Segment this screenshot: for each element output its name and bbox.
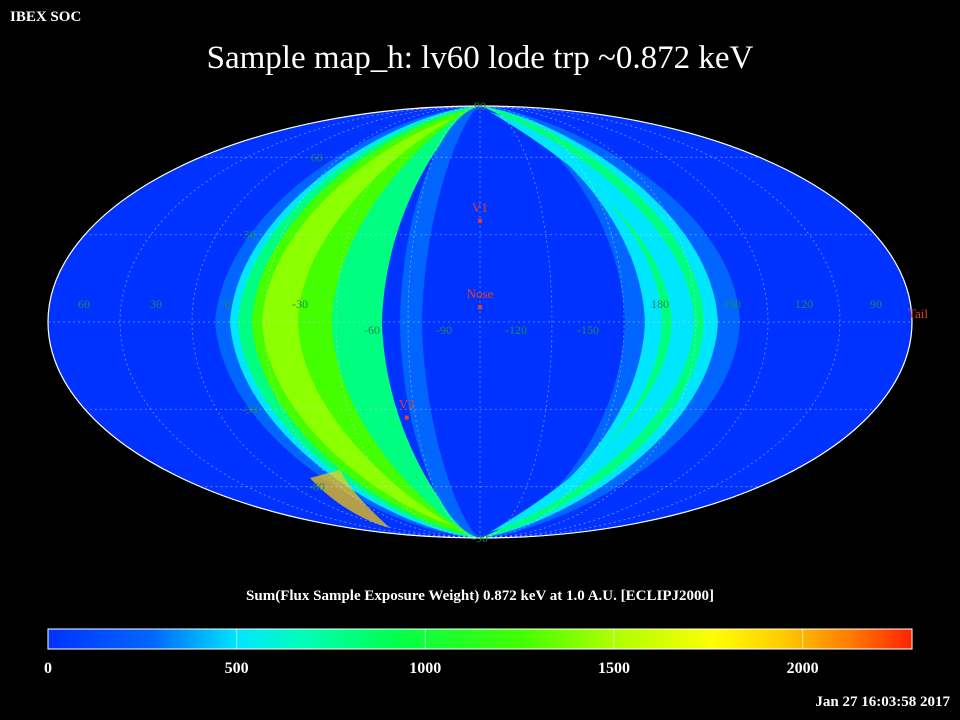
marker-dot — [478, 218, 482, 223]
longitude-label: -90 — [436, 323, 452, 337]
colorbar-tick-label: 1000 — [409, 660, 442, 677]
marker-label: Nose — [467, 286, 494, 301]
map-title: Sample map_h: lv60 lode trp ~0.872 keV — [206, 40, 754, 76]
latitude-label: -60 — [309, 480, 325, 494]
marker-dot — [478, 305, 482, 310]
meridian-line — [191, 105, 481, 539]
meridian-line — [479, 105, 841, 539]
latitude-label: -90 — [472, 531, 488, 545]
org-label: IBEX SOC — [10, 9, 82, 25]
latitude-labels: 90 60 30 -30 -60 -90 — [242, 99, 489, 545]
colorbar-title: Sum(Flux Sample Exposure Weight) 0.872 k… — [246, 588, 714, 604]
colorbar-tick-label: 0 — [44, 660, 52, 677]
longitude-label: 150 — [723, 297, 741, 311]
longitude-label: 180 — [651, 297, 669, 311]
markers: V1 Nose V2 Tail — [399, 200, 928, 420]
colorbar-ticks — [47, 629, 804, 649]
longitude-label: -60 — [364, 323, 380, 337]
longitude-labels: 60 30 0 -30 -60 -90 -120 -150 180 150 120 90 — [78, 297, 882, 337]
marker-label: V2 — [399, 397, 415, 412]
longitude-label: 0 — [225, 297, 231, 311]
marker-label: V1 — [472, 200, 488, 215]
meridian-line — [479, 105, 697, 539]
latitude-label: 90 — [474, 99, 486, 113]
latitude-label: 60 — [311, 150, 323, 164]
marker-label: Tail — [908, 306, 928, 321]
longitude-label: 60 — [78, 297, 90, 311]
longitude-label: -150 — [577, 323, 599, 337]
colorbar — [47, 628, 913, 650]
longitude-label: 90 — [870, 297, 882, 311]
meridian-line — [263, 105, 481, 539]
longitude-label: 30 — [150, 297, 162, 311]
longitude-label: -120 — [505, 323, 527, 337]
longitude-label: 120 — [795, 297, 813, 311]
marker-dot — [404, 415, 409, 420]
meridian-line — [479, 105, 553, 539]
colorbar-tick-label: 2000 — [786, 660, 819, 677]
graticule — [48, 105, 912, 539]
longitude-label: -30 — [292, 297, 308, 311]
timestamp: Jan 27 16:03:58 2017 — [815, 694, 950, 710]
latitude-label: 30 — [244, 228, 256, 242]
colorbar-tick-label: 500 — [224, 660, 249, 677]
colorbar-tick-label: 1500 — [597, 660, 630, 677]
latitude-label: -30 — [242, 402, 258, 416]
